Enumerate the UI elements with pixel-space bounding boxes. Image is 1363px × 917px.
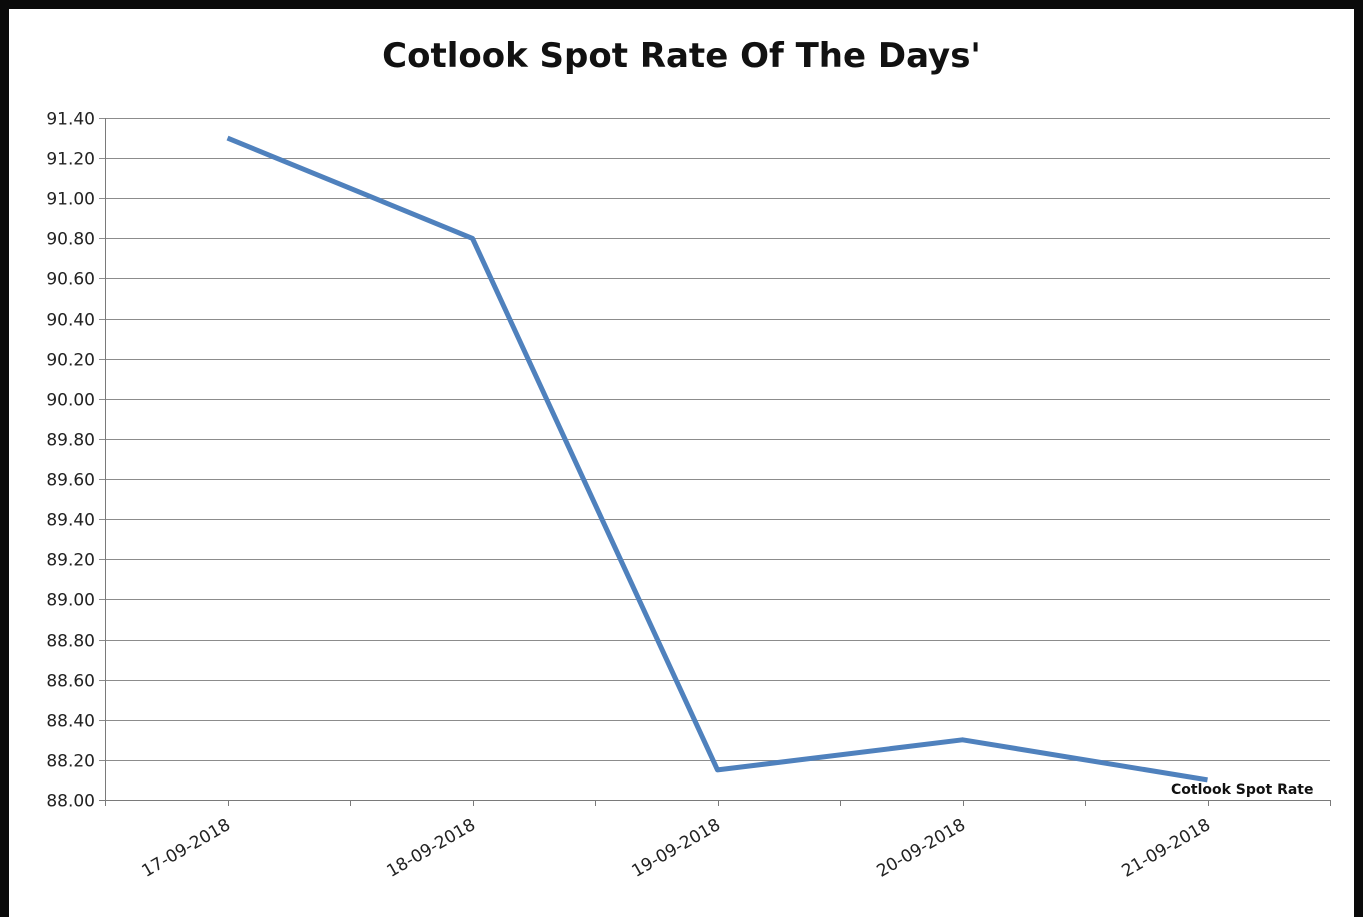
y-tick-label: 90.20 xyxy=(46,351,95,371)
x-axis-tick-labels: 17-09-2018 18-09-2018 19-09-2018 20-09-2018… xyxy=(138,815,1214,882)
x-tick-label: 17-09-2018 xyxy=(138,815,234,882)
axes xyxy=(105,118,1331,806)
y-tick-label: 88.00 xyxy=(46,792,95,812)
series-name-label: Cotlook Spot Rate xyxy=(1171,782,1314,798)
x-tick-label: 18-09-2018 xyxy=(383,815,479,882)
y-tick-label: 88.60 xyxy=(46,672,95,692)
series-line xyxy=(226,135,1208,783)
y-tick-label: 89.20 xyxy=(46,551,95,571)
y-tick-label: 89.00 xyxy=(46,591,95,611)
gridlines xyxy=(99,118,1330,801)
y-axis-tick-labels: 88.00 88.20 88.40 88.60 88.80 89.00 89.20 89.40… xyxy=(46,110,95,812)
y-tick-label: 90.80 xyxy=(46,230,95,250)
x-tick-label: 19-09-2018 xyxy=(628,815,724,882)
y-tick-label: 90.40 xyxy=(46,311,95,331)
y-tick-label: 88.80 xyxy=(46,632,95,652)
y-tick-label: 91.00 xyxy=(46,190,95,210)
x-tick-label: 20-09-2018 xyxy=(873,815,969,882)
y-tick-label: 90.00 xyxy=(46,391,95,411)
chart-title: Cotlook Spot Rate Of The Days' xyxy=(382,36,981,76)
series-lines xyxy=(226,135,1208,783)
y-tick-label: 89.60 xyxy=(46,471,95,491)
y-tick-label: 88.40 xyxy=(46,712,95,732)
y-tick-label: 89.40 xyxy=(46,511,95,531)
y-tick-label: 91.20 xyxy=(46,150,95,170)
y-tick-label: 91.40 xyxy=(46,110,95,130)
x-tick-label: 21-09-2018 xyxy=(1118,815,1214,882)
series-labels: Cotlook Spot Rate xyxy=(1171,782,1314,798)
y-tick-label: 89.80 xyxy=(46,431,95,451)
y-tick-label: 90.60 xyxy=(46,270,95,290)
y-tick-label: 88.20 xyxy=(46,752,95,772)
